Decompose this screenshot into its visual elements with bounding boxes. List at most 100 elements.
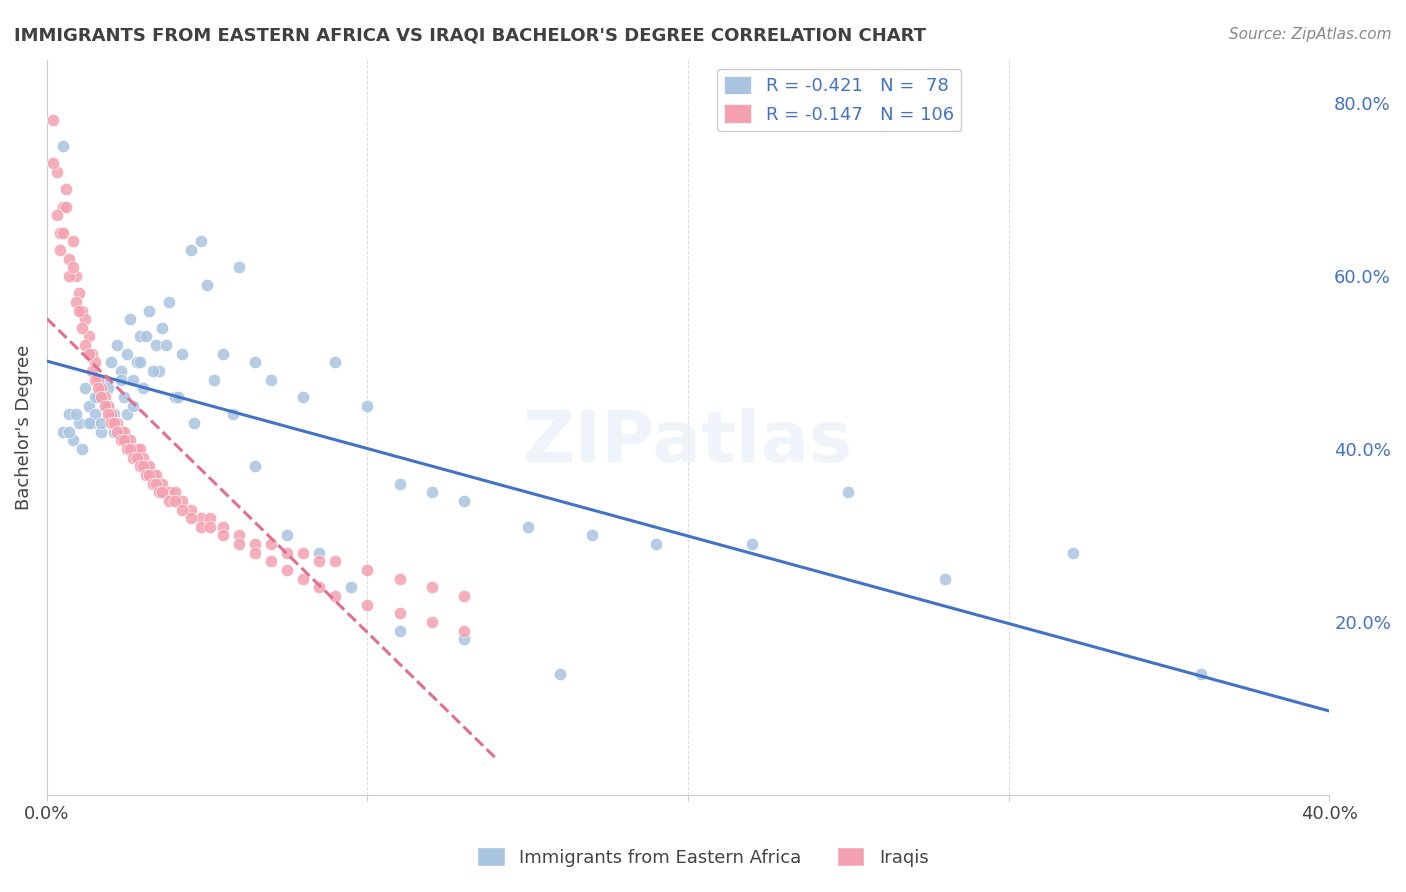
Point xyxy=(325,589,347,603)
Point xyxy=(93,373,115,387)
Point xyxy=(128,459,150,474)
Point xyxy=(84,390,107,404)
Point xyxy=(356,399,378,413)
Point xyxy=(110,364,132,378)
Point xyxy=(183,416,205,430)
Point xyxy=(107,425,129,439)
Point xyxy=(67,286,90,301)
Point xyxy=(75,381,97,395)
Point xyxy=(80,347,103,361)
Text: ZIPatlas: ZIPatlas xyxy=(523,408,853,476)
Point xyxy=(180,502,202,516)
Point xyxy=(84,355,107,369)
Y-axis label: Bachelor's Degree: Bachelor's Degree xyxy=(15,344,32,510)
Point xyxy=(548,667,571,681)
Point xyxy=(112,390,135,404)
Point xyxy=(52,226,75,240)
Point xyxy=(325,355,347,369)
Point xyxy=(80,416,103,430)
Point xyxy=(65,294,87,309)
Point xyxy=(260,373,283,387)
Point xyxy=(132,450,155,465)
Point xyxy=(52,200,75,214)
Point xyxy=(420,615,443,629)
Point xyxy=(260,537,283,551)
Point xyxy=(212,347,235,361)
Point xyxy=(115,408,138,422)
Point xyxy=(93,399,115,413)
Point xyxy=(138,467,160,482)
Point xyxy=(100,355,122,369)
Point xyxy=(157,294,180,309)
Point xyxy=(934,572,956,586)
Point xyxy=(276,563,298,577)
Point xyxy=(110,425,132,439)
Point xyxy=(135,459,157,474)
Point xyxy=(58,408,80,422)
Point xyxy=(148,364,170,378)
Point xyxy=(128,355,150,369)
Point xyxy=(132,381,155,395)
Point xyxy=(222,408,245,422)
Point xyxy=(157,494,180,508)
Point xyxy=(142,476,165,491)
Point xyxy=(157,485,180,500)
Point xyxy=(388,572,411,586)
Legend: Immigrants from Eastern Africa, Iraqis: Immigrants from Eastern Africa, Iraqis xyxy=(470,840,936,874)
Point xyxy=(195,277,218,292)
Point xyxy=(200,520,222,534)
Point xyxy=(52,139,75,153)
Point xyxy=(75,338,97,352)
Point xyxy=(77,416,100,430)
Point xyxy=(58,268,80,283)
Point xyxy=(356,598,378,612)
Point xyxy=(67,303,90,318)
Point xyxy=(115,347,138,361)
Point xyxy=(420,485,443,500)
Point xyxy=(115,442,138,456)
Text: IMMIGRANTS FROM EASTERN AFRICA VS IRAQI BACHELOR'S DEGREE CORRELATION CHART: IMMIGRANTS FROM EASTERN AFRICA VS IRAQI … xyxy=(14,27,927,45)
Point xyxy=(325,554,347,568)
Point xyxy=(202,373,225,387)
Point xyxy=(90,381,112,395)
Point xyxy=(62,260,84,275)
Point xyxy=(67,416,90,430)
Point xyxy=(122,442,145,456)
Point xyxy=(90,425,112,439)
Point xyxy=(90,390,112,404)
Point xyxy=(87,381,110,395)
Point xyxy=(180,243,202,257)
Point xyxy=(142,467,165,482)
Point xyxy=(120,312,142,326)
Point xyxy=(212,520,235,534)
Point xyxy=(245,537,267,551)
Point xyxy=(145,338,167,352)
Point xyxy=(70,303,93,318)
Point xyxy=(276,528,298,542)
Point xyxy=(308,554,330,568)
Point xyxy=(212,528,235,542)
Point xyxy=(165,390,187,404)
Point xyxy=(128,442,150,456)
Point xyxy=(55,200,77,214)
Text: Source: ZipAtlas.com: Source: ZipAtlas.com xyxy=(1229,27,1392,42)
Point xyxy=(142,364,165,378)
Point xyxy=(103,416,125,430)
Point xyxy=(308,546,330,560)
Point xyxy=(90,416,112,430)
Point xyxy=(340,581,363,595)
Point xyxy=(65,408,87,422)
Point xyxy=(84,408,107,422)
Point xyxy=(42,113,65,128)
Point xyxy=(100,408,122,422)
Point xyxy=(97,408,120,422)
Point xyxy=(42,156,65,170)
Point xyxy=(155,338,177,352)
Point xyxy=(170,347,193,361)
Point xyxy=(260,554,283,568)
Point xyxy=(190,520,212,534)
Point xyxy=(228,528,250,542)
Point xyxy=(581,528,603,542)
Point xyxy=(145,476,167,491)
Point xyxy=(453,589,475,603)
